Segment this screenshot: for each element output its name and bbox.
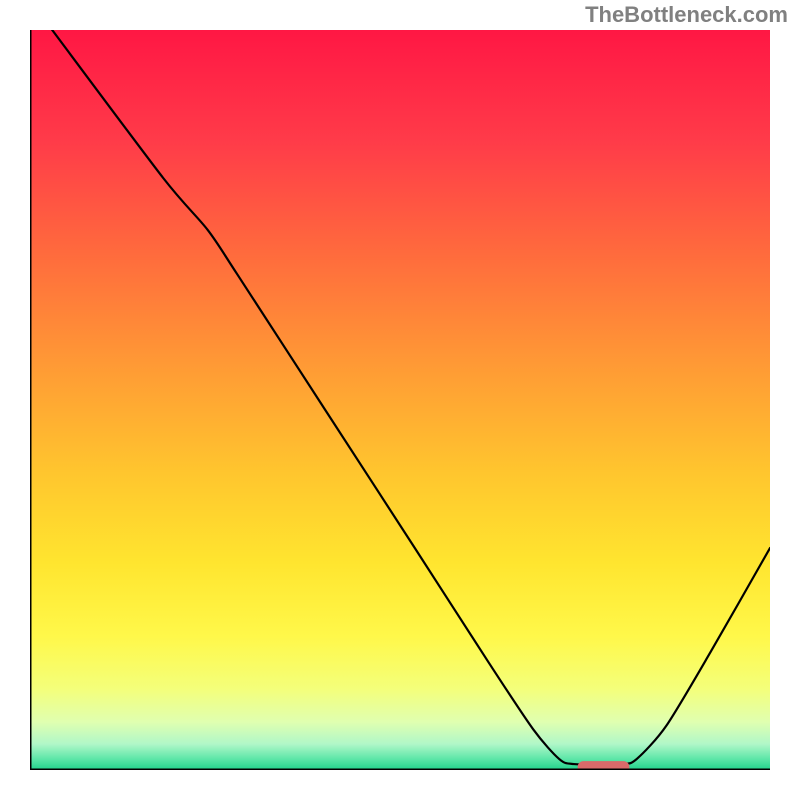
chart-background: [30, 30, 770, 770]
watermark-text: TheBottleneck.com: [585, 2, 788, 28]
chart-svg: [30, 30, 770, 770]
chart-container: [30, 30, 770, 770]
